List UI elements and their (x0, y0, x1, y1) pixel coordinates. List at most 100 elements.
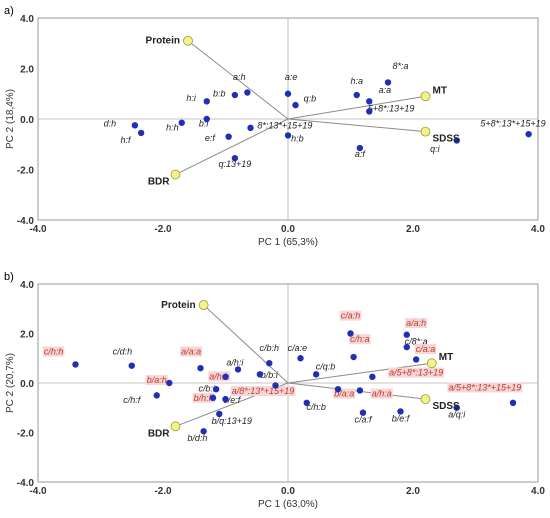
point-label: c/b:i (198, 384, 216, 394)
point-label: a/q:i (448, 410, 466, 420)
panel-label: a) (4, 5, 14, 17)
point-label: 8*:13*+15+19 (257, 121, 312, 131)
data-point (356, 387, 364, 394)
data-point (334, 385, 342, 393)
data-point (197, 364, 204, 372)
y-axis-title: PC 2 (20,7%) (5, 353, 16, 413)
point-label: h:f (120, 135, 132, 145)
loading-vector (187, 40, 289, 120)
label-highlight (447, 382, 523, 393)
loading-marker (420, 126, 431, 137)
point-label: c/a:e (288, 343, 308, 353)
y-tick-label: 0.0 (20, 115, 34, 126)
point-label: 5+8*:13+19 (368, 103, 415, 113)
x-tick-label: -2.0 (154, 224, 172, 235)
point-label: c/h:h (44, 347, 64, 357)
y-tick-label: -2.0 (17, 429, 35, 440)
point-label: b/a:a (334, 389, 354, 399)
label-highlight (230, 386, 296, 397)
point-label: b:b (213, 88, 226, 98)
data-point (222, 395, 229, 403)
point-label: c/h:b (306, 402, 326, 412)
data-point (231, 154, 239, 162)
label-highlight (145, 375, 168, 385)
y-tick-label: 0.0 (20, 379, 34, 390)
point-label: c/d:h (113, 347, 133, 357)
point-label: d:h (104, 119, 117, 129)
loading-marker (170, 421, 181, 432)
point-label: a:a (379, 85, 392, 95)
point-label: 8*:a (392, 61, 408, 71)
data-point (128, 362, 135, 369)
data-point (166, 379, 173, 387)
x-tick-label: -4.0 (29, 224, 47, 235)
data-point (366, 98, 373, 105)
point-label: q:13+19 (218, 159, 251, 169)
loading-vector (287, 118, 426, 133)
y-axis-title: PC 2 (18,4%) (5, 89, 16, 149)
data-point (369, 373, 376, 381)
loading-marker (426, 358, 437, 369)
label-highlight (388, 367, 445, 378)
point-label: c/a:f (354, 415, 373, 425)
data-point (234, 366, 242, 373)
loading-label: MT (439, 352, 453, 363)
x-tick-label: 2.0 (406, 224, 420, 235)
y-tick-label: 2.0 (20, 65, 34, 76)
data-point (231, 91, 239, 99)
y-tick-label: 4.0 (20, 14, 34, 25)
x-axis-title: PC 1 (65,3%) (258, 237, 318, 248)
point-label: b:i (199, 119, 210, 129)
point-label: a/h:a (372, 389, 392, 399)
point-label: 5+8*:13*+15+19 (480, 119, 545, 129)
data-point (222, 373, 229, 381)
loading-marker (198, 300, 209, 310)
point-label: c/b:h (259, 343, 279, 353)
panel-b: b) -4.0 -2.0 0.0 2.0 4.0 4.0 2.0 0.0 -2.0 -4.0 PC 1… (4, 271, 545, 510)
data-point (347, 330, 354, 337)
point-label: q:i (430, 144, 441, 154)
label-highlight (333, 388, 356, 399)
point-label: b/d:h (187, 433, 207, 443)
point-labels: a:h b:b a:e q:b h:a 8*:a a:a 5+8*:13+19 h:i b:i h:… (104, 61, 546, 169)
loading-vector (175, 118, 289, 175)
data-point (297, 355, 304, 362)
x-tick-label: 4.0 (531, 486, 545, 497)
data-point (244, 89, 251, 96)
data-point (137, 129, 145, 137)
point-label: h:i (186, 93, 197, 103)
data-point (272, 382, 279, 389)
data-point (212, 385, 220, 393)
label-highlight (208, 371, 231, 382)
point-label: a/h:h (209, 371, 229, 381)
point-label: b/a:h (147, 375, 167, 385)
x-tick-label: 4.0 (531, 224, 545, 235)
panel-label: b) (4, 271, 14, 283)
data-point (453, 137, 460, 144)
point-label: b/h:h (194, 393, 214, 403)
y-tick-label: -2.0 (17, 166, 35, 177)
label-highlight (180, 346, 203, 357)
data-point (312, 371, 320, 378)
data-point (292, 101, 299, 109)
data-point (366, 108, 373, 115)
x-axis-title: PC 1 (63,0%) (258, 499, 318, 510)
data-point (412, 356, 420, 363)
x-tick-label: -4.0 (29, 486, 47, 497)
point-label: c/q:b (316, 361, 336, 371)
data-point (131, 122, 139, 129)
point-label: a/a:h (406, 318, 426, 328)
loading-label: MT (433, 85, 447, 96)
label-highlight (42, 346, 65, 357)
point-label: a/a:a (181, 347, 201, 357)
point-label: a:e (285, 72, 298, 82)
point-label: a/5+8*:13*+15+19 (448, 382, 521, 392)
data-point (359, 409, 367, 416)
point-label: c/e:f (223, 395, 242, 405)
loading-label: BDR (148, 177, 170, 188)
x-tick-label: 0.0 (281, 224, 295, 235)
point-label: b/q:13+19 (212, 416, 252, 426)
data-point (397, 408, 404, 415)
x-tick-label: 0.0 (281, 486, 295, 497)
